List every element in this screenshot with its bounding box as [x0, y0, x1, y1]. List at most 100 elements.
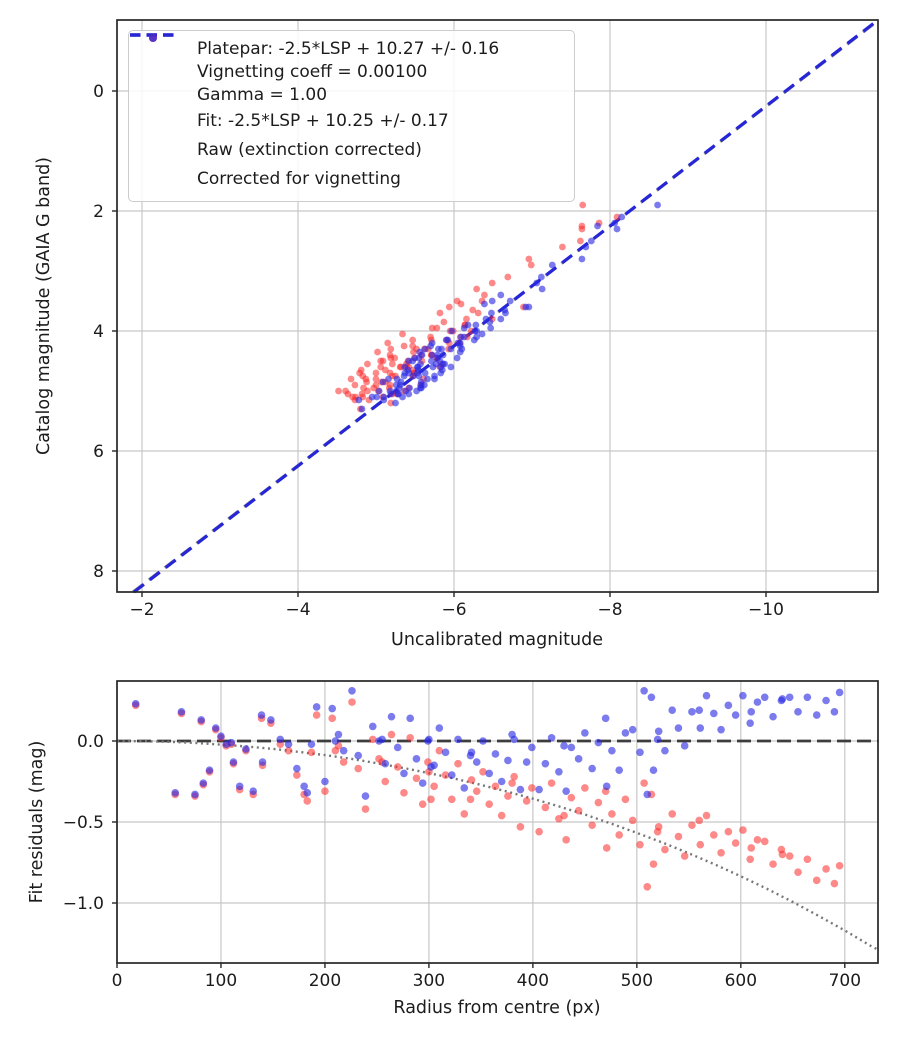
residual-point-raw	[668, 810, 676, 818]
x-tick-label: −2	[129, 600, 154, 620]
scatter-point-corrected	[582, 243, 590, 251]
residual-point-raw	[387, 730, 396, 739]
x-tick-label: −10	[748, 600, 784, 620]
fit-line	[133, 18, 879, 594]
plot-frame	[116, 19, 879, 593]
legend-label-line: Corrected for vignetting	[197, 169, 401, 189]
residual-point-raw	[381, 777, 390, 786]
scatter-point-corrected	[416, 348, 424, 356]
legend-row: Corrected for vignetting	[138, 34, 564, 194]
scatter-point-raw	[463, 315, 470, 323]
scatter-point-raw	[440, 318, 448, 326]
residual-point-corrected	[661, 746, 669, 755]
residual-point-raw	[835, 861, 844, 870]
scatter-point-raw	[388, 360, 396, 368]
scatter-point-raw	[579, 201, 587, 209]
scatter-point-raw	[473, 285, 481, 293]
residual-point-raw	[574, 806, 583, 815]
scatter-point-corrected	[533, 279, 541, 287]
residual-point-corrected	[760, 693, 769, 702]
residual-point-corrected	[328, 704, 337, 713]
residual-point-raw	[508, 779, 516, 787]
residual-point-raw	[794, 868, 802, 877]
residual-point-raw	[516, 823, 525, 831]
residual-point-corrected	[588, 764, 596, 773]
scatter-point-corrected	[481, 300, 488, 308]
residual-point-raw	[541, 803, 550, 812]
residual-point-corrected	[435, 724, 444, 732]
residual-point-corrected	[567, 743, 576, 752]
residual-point-raw	[602, 844, 611, 852]
scatter-point-corrected	[522, 303, 530, 311]
residual-point-corrected	[497, 777, 506, 786]
residual-point-raw	[504, 792, 512, 800]
residual-point-raw	[702, 811, 711, 820]
legend-label-line: Vignetting coeff = 0.00100	[197, 62, 428, 82]
residual-point-corrected	[794, 708, 802, 716]
residual-point-corrected	[387, 712, 396, 721]
residual-point-corrected	[674, 724, 683, 732]
residual-point-corrected	[649, 766, 658, 774]
scatter-point-corrected	[413, 363, 421, 371]
y-tick-label: 0.0	[77, 732, 104, 752]
scatter-point-corrected	[401, 369, 409, 377]
residual-point-corrected	[640, 686, 648, 695]
residual-point-corrected	[709, 709, 718, 718]
residual-point-corrected	[522, 758, 531, 766]
residual-point-raw	[615, 831, 623, 839]
bottom-xlabel: Radius from centre (px)	[393, 998, 601, 1018]
scatter-point-raw	[387, 345, 395, 353]
residual-point-raw	[447, 795, 456, 804]
residual-point-corrected	[381, 759, 390, 768]
residual-point-corrected	[425, 735, 433, 744]
scatter-point-corrected	[415, 372, 423, 380]
residual-point-raw	[497, 811, 506, 820]
residual-point-corrected	[504, 756, 512, 765]
residual-point-corrected	[608, 746, 616, 755]
x-tick-label: −8	[597, 600, 622, 620]
residual-point-raw	[339, 758, 348, 766]
residual-point-raw	[581, 784, 589, 792]
x-tick-label: 700	[829, 971, 861, 991]
scatter-point-raw	[372, 369, 380, 377]
scatter-point-corrected	[613, 225, 621, 233]
scatter-point-corrected	[380, 396, 388, 404]
scatter-point-raw	[351, 381, 359, 389]
scatter-point-corrected	[587, 237, 595, 245]
residual-point-corrected	[528, 743, 536, 752]
residual-point-raw	[491, 782, 500, 791]
bottom-ylabel: Fit residuals (mag)	[27, 740, 47, 904]
scatter-point-corrected	[497, 315, 505, 323]
scatter-point-corrected	[611, 219, 619, 227]
x-tick-label: −6	[441, 600, 466, 620]
legend-row: Platepar: -2.5*LSP + 10.27 +/- 0.16 Vigne…	[130, 33, 564, 107]
scatter-point-raw	[396, 363, 404, 371]
scatter-point-corrected	[413, 387, 420, 395]
residual-point-corrected	[739, 691, 747, 700]
scatter-point-corrected	[502, 309, 509, 317]
scatter-point-raw	[377, 357, 385, 365]
residual-point-raw	[769, 860, 777, 868]
residual-point-raw	[354, 764, 363, 773]
x-tick-label: 400	[517, 971, 549, 991]
scatter-point-corrected	[442, 336, 450, 344]
residual-point-raw	[441, 771, 450, 779]
scatter-point-corrected	[431, 375, 438, 383]
residual-point-raw	[547, 779, 556, 787]
scatter-point-corrected	[429, 363, 437, 371]
scatter-point-raw	[488, 279, 496, 287]
residual-point-corrected	[348, 686, 356, 695]
scatter-point-corrected	[386, 387, 394, 395]
scatter-point-corrected	[472, 321, 480, 329]
scatter-point-raw	[474, 309, 482, 317]
scatter-point-corrected	[409, 357, 417, 365]
scatter-point-raw	[363, 378, 371, 386]
x-tick-label: 500	[621, 971, 653, 991]
residual-point-corrected	[688, 708, 696, 716]
residual-point-corrected	[835, 688, 844, 697]
residual-point-corrected	[235, 782, 244, 791]
x-tick-label: 100	[205, 971, 237, 991]
scatter-point-raw	[359, 372, 367, 380]
x-tick-label: 0	[112, 971, 123, 991]
scatter-point-corrected	[506, 297, 514, 305]
